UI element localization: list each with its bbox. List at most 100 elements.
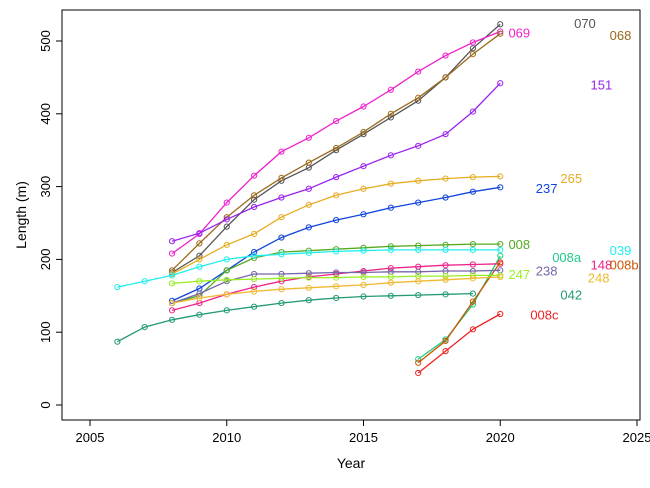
data-point xyxy=(141,324,148,331)
data-point xyxy=(415,177,422,184)
data-point xyxy=(305,274,312,281)
data-point xyxy=(497,246,504,254)
data-point xyxy=(251,249,258,256)
data-point xyxy=(415,291,422,299)
data-point xyxy=(387,243,394,250)
data-point xyxy=(278,174,285,181)
data-point xyxy=(469,174,476,181)
data-point xyxy=(497,80,504,87)
series-line xyxy=(117,249,501,288)
data-point xyxy=(196,263,203,270)
series-layer xyxy=(114,21,504,377)
data-point xyxy=(497,252,504,259)
data-point xyxy=(305,249,312,256)
data-point xyxy=(305,159,312,166)
series-line xyxy=(171,33,501,271)
data-point xyxy=(333,216,340,224)
data-point xyxy=(305,270,312,277)
data-point xyxy=(387,86,394,93)
series-label: 008c xyxy=(530,308,559,323)
y-tick-label: 400 xyxy=(38,103,53,125)
series-label: 008 xyxy=(508,237,530,252)
data-point xyxy=(387,265,394,272)
data-point xyxy=(251,275,258,283)
data-point xyxy=(168,297,176,304)
series-247 xyxy=(168,272,504,287)
data-point xyxy=(168,272,176,279)
data-point xyxy=(168,316,176,323)
data-point xyxy=(360,273,367,280)
data-point xyxy=(278,286,285,293)
data-point xyxy=(469,51,476,58)
data-point xyxy=(442,52,449,59)
data-point xyxy=(469,39,476,46)
data-point xyxy=(196,240,203,247)
data-point xyxy=(360,281,367,288)
x-tick-label: 2005 xyxy=(76,430,105,445)
data-point xyxy=(251,196,258,203)
data-point xyxy=(196,230,203,237)
data-point xyxy=(360,247,367,254)
data-point xyxy=(360,211,367,218)
data-point xyxy=(168,280,176,287)
data-point xyxy=(469,298,476,305)
series-line xyxy=(171,276,501,304)
series-008c xyxy=(415,310,504,377)
series-151 xyxy=(168,80,504,245)
series-line xyxy=(171,269,501,304)
data-point xyxy=(442,348,449,355)
data-point xyxy=(497,184,504,191)
series-line xyxy=(171,175,501,275)
data-point xyxy=(442,194,449,201)
data-point xyxy=(251,303,258,310)
series-label: 070 xyxy=(574,16,596,31)
data-point xyxy=(415,199,422,206)
data-point xyxy=(387,273,394,280)
data-point xyxy=(333,294,340,302)
data-point xyxy=(251,230,258,238)
data-point xyxy=(442,276,449,283)
data-point xyxy=(168,299,176,307)
data-point xyxy=(415,369,422,377)
series-label: 265 xyxy=(560,171,582,186)
data-point xyxy=(415,278,422,285)
data-point xyxy=(223,216,230,223)
series-line xyxy=(172,274,501,285)
data-point xyxy=(497,259,504,266)
data-point xyxy=(168,238,176,245)
data-point xyxy=(305,224,312,231)
data-point xyxy=(469,290,476,297)
data-point xyxy=(360,163,367,170)
data-point xyxy=(469,188,476,195)
y-tick-label: 500 xyxy=(38,30,53,52)
data-point xyxy=(387,292,394,299)
data-point xyxy=(223,223,230,230)
data-point xyxy=(251,192,258,199)
y-tick-label: 300 xyxy=(38,176,53,198)
data-point xyxy=(196,256,203,263)
data-point xyxy=(469,246,476,254)
data-point xyxy=(278,270,285,278)
data-point xyxy=(442,337,449,345)
data-point xyxy=(196,252,203,259)
data-point xyxy=(305,134,312,141)
data-point xyxy=(251,203,258,211)
data-point xyxy=(333,192,340,199)
data-point xyxy=(251,172,258,179)
data-point xyxy=(305,297,312,304)
data-point xyxy=(415,242,422,249)
series-008a xyxy=(415,252,504,363)
data-point xyxy=(251,283,258,291)
data-point xyxy=(196,278,203,285)
series-label: 008b xyxy=(610,257,639,272)
data-point xyxy=(168,250,176,257)
x-tick-label: 2020 xyxy=(486,430,515,445)
series-line xyxy=(171,30,501,255)
series-label: 069 xyxy=(508,25,530,40)
series-069 xyxy=(168,28,504,257)
series-label: 238 xyxy=(536,263,558,278)
series-line xyxy=(417,313,501,374)
series-line xyxy=(171,82,501,242)
data-point xyxy=(415,356,422,363)
data-point xyxy=(333,274,340,281)
